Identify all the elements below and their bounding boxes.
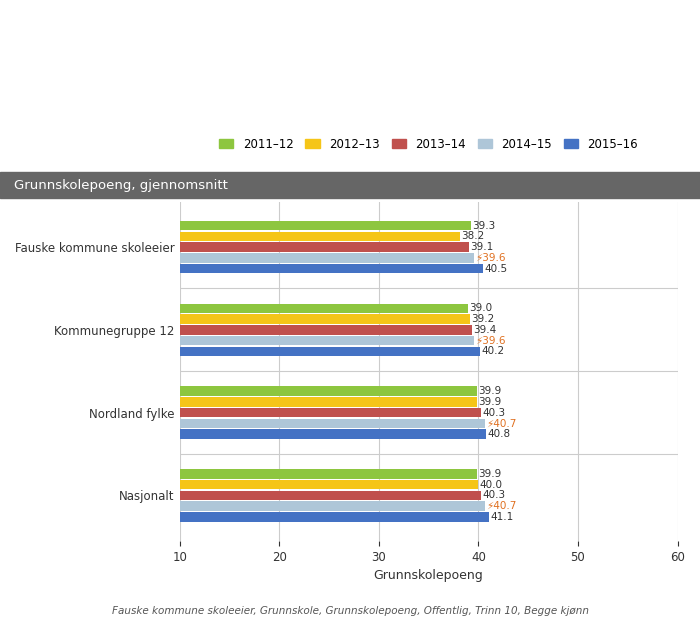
Bar — [180, 243, 470, 252]
Bar — [180, 325, 472, 335]
Text: 40.0: 40.0 — [480, 480, 503, 490]
Bar — [180, 491, 482, 500]
Bar — [180, 336, 475, 345]
Bar — [180, 221, 471, 230]
Bar — [180, 304, 468, 313]
Text: 40.2: 40.2 — [482, 346, 505, 356]
Text: 39.3: 39.3 — [473, 221, 496, 231]
Bar — [180, 501, 485, 511]
Bar — [180, 346, 480, 356]
Text: ⚡40.7: ⚡40.7 — [486, 501, 517, 511]
Bar — [180, 231, 461, 241]
Text: 39.2: 39.2 — [472, 314, 495, 324]
Text: 39.4: 39.4 — [474, 325, 497, 335]
Bar — [180, 408, 482, 417]
Text: 39.9: 39.9 — [479, 469, 502, 479]
Text: 39.1: 39.1 — [470, 242, 494, 252]
Legend: 2011–12, 2012–13, 2013–14, 2014–15, 2015–16: 2011–12, 2012–13, 2013–14, 2014–15, 2015… — [215, 133, 643, 156]
Text: 40.3: 40.3 — [482, 407, 505, 417]
Text: ⚡39.6: ⚡39.6 — [475, 253, 506, 263]
Text: Fauske kommune skoleeier, Grunnskole, Grunnskolepoeng, Offentlig, Trinn 10, Begg: Fauske kommune skoleeier, Grunnskole, Gr… — [111, 606, 589, 616]
Bar — [180, 314, 470, 324]
Text: 41.1: 41.1 — [491, 512, 514, 522]
Text: ⚡39.6: ⚡39.6 — [475, 336, 506, 346]
Text: ⚡40.7: ⚡40.7 — [486, 419, 517, 429]
X-axis label: Grunnskolepoeng: Grunnskolepoeng — [374, 569, 484, 582]
Text: 40.8: 40.8 — [487, 429, 511, 439]
Text: 39.0: 39.0 — [470, 304, 493, 313]
Text: 40.3: 40.3 — [482, 490, 505, 500]
Bar — [180, 469, 477, 478]
Text: 39.9: 39.9 — [479, 397, 502, 407]
Bar — [180, 512, 489, 522]
Bar — [180, 264, 484, 273]
Text: 38.2: 38.2 — [462, 231, 485, 241]
Bar — [180, 386, 477, 396]
Bar — [180, 480, 478, 490]
Text: 40.5: 40.5 — [484, 264, 508, 274]
Bar — [180, 419, 485, 428]
Text: Grunnskolepoeng, gjennomsnitt: Grunnskolepoeng, gjennomsnitt — [14, 179, 228, 192]
Bar — [180, 253, 475, 262]
Bar — [180, 397, 477, 407]
Bar — [180, 429, 486, 439]
Text: 39.9: 39.9 — [479, 386, 502, 396]
